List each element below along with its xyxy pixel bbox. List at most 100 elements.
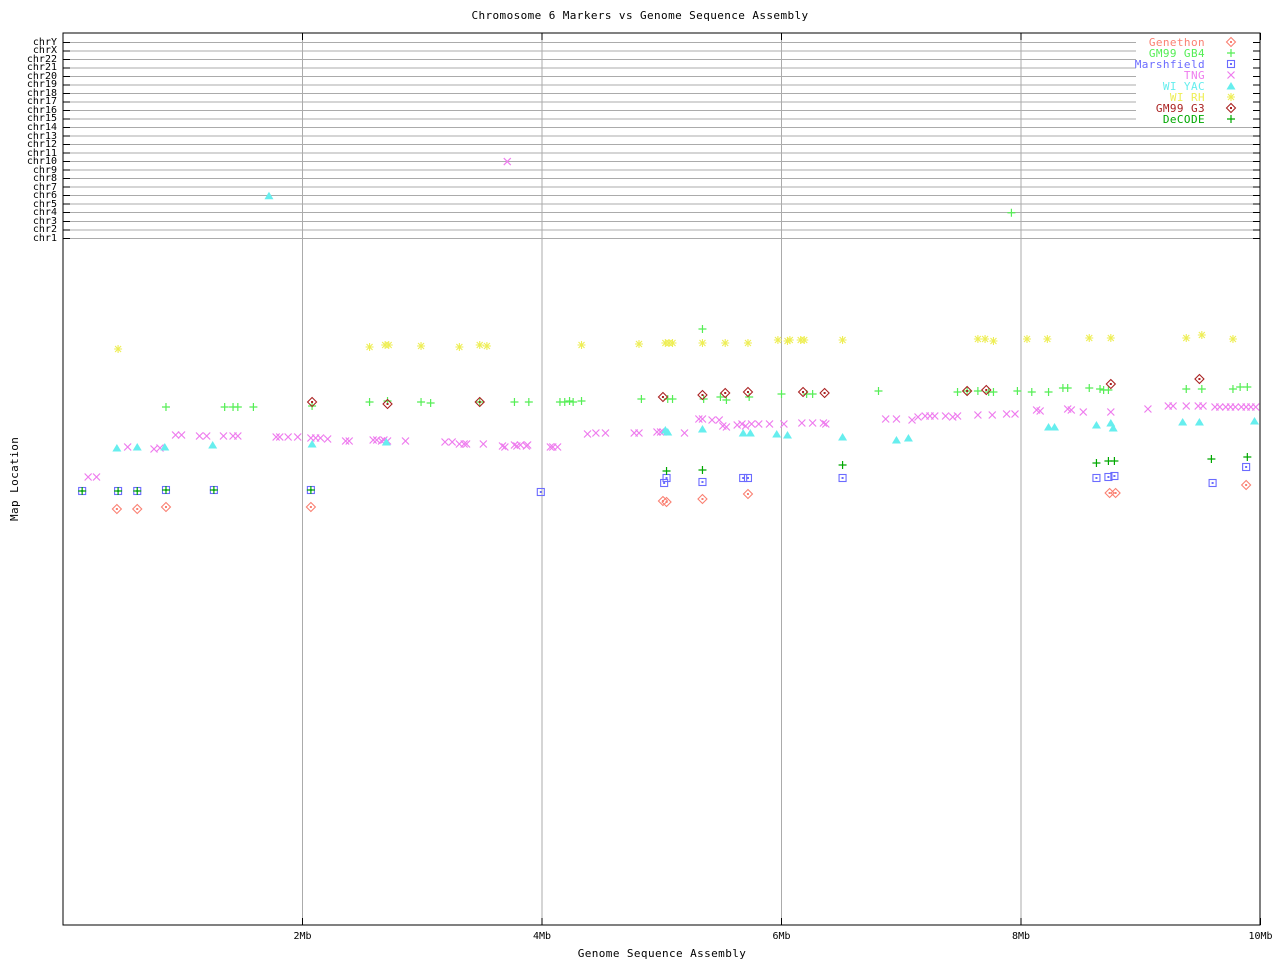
point-marshfield <box>698 477 707 487</box>
point-decode <box>209 485 219 495</box>
point-tng <box>973 410 982 420</box>
y-tick-label-chr16: chr16 <box>26 104 57 116</box>
point-wi-yac <box>307 440 317 448</box>
y-tick-label-chr11: chr11 <box>26 147 57 159</box>
point-genethon <box>1110 487 1121 499</box>
point-wi-rh <box>1042 334 1052 344</box>
point-gm99-gb4 <box>1242 382 1252 392</box>
point-gm99-gb4 <box>1063 383 1073 393</box>
point-tng <box>510 440 519 450</box>
point-gm99-gb4 <box>364 397 375 407</box>
point-marshfield <box>739 473 748 483</box>
point-tng <box>1251 402 1260 412</box>
point-gm99-gb4-chr4 <box>1006 208 1017 218</box>
point-gm99-gb4 <box>1012 386 1023 396</box>
point-gm99-g3 <box>720 387 731 399</box>
point-gm99-gb4 <box>776 389 787 399</box>
point-tng <box>707 415 717 425</box>
point-tng <box>930 411 939 421</box>
point-tng <box>694 414 703 424</box>
point-tng <box>652 427 662 437</box>
point-genethon <box>697 493 708 505</box>
y-tick-label-chr15: chr15 <box>26 113 57 125</box>
point-gm99-gb4 <box>416 397 426 407</box>
point-decode <box>1091 458 1102 468</box>
point-marshfield <box>660 478 669 488</box>
point-gm99-g3 <box>657 391 668 403</box>
point-gm99-gb4 <box>667 394 678 404</box>
point-wi-rh <box>454 342 464 352</box>
legend-label-gm99-gb4: GM99 GB4 <box>1149 47 1205 60</box>
point-tng <box>341 436 350 446</box>
point-tng <box>1106 407 1115 417</box>
y-tick-label-chr6: chr6 <box>32 190 57 202</box>
point-decode <box>132 486 142 496</box>
point-tng <box>948 412 957 422</box>
point-wi-yac <box>1250 417 1260 425</box>
legend-label-gm99-g3: GM99 G3 <box>1156 102 1205 115</box>
point-wi-rh <box>1084 333 1094 343</box>
point-tng <box>583 429 592 439</box>
point-wi-rh <box>799 335 809 345</box>
point-genethon <box>160 501 172 513</box>
y-tick-label-chr3: chr3 <box>32 215 57 227</box>
point-gm99-gb4 <box>697 324 708 334</box>
point-wi-rh <box>365 342 375 352</box>
point-wi-rh <box>1022 334 1032 344</box>
point-decode <box>837 460 848 470</box>
point-wi-rh <box>1197 330 1207 340</box>
point-wi-rh <box>416 341 426 351</box>
legend-label-genethon: Genethon <box>1149 36 1205 49</box>
point-wi-rh <box>785 335 795 345</box>
point-tng <box>275 432 284 442</box>
point-tng <box>284 432 293 442</box>
point-genethon <box>132 503 143 515</box>
y-tick-label-chr10: chr10 <box>26 156 57 168</box>
point-tng <box>698 414 707 424</box>
point-gm99-gb4 <box>808 389 818 399</box>
point-tng <box>733 420 742 430</box>
point-gm99-g3 <box>981 384 992 396</box>
y-tick-label-chr2: chr2 <box>32 224 57 236</box>
point-tng <box>401 436 410 446</box>
point-wi-rh <box>1106 333 1116 343</box>
point-tng <box>345 436 354 446</box>
point-tng <box>92 472 101 482</box>
point-tng <box>1079 407 1088 417</box>
point-wi-yac <box>1050 423 1060 431</box>
legend-background <box>1136 36 1258 127</box>
point-tng <box>634 428 644 438</box>
point-gm99-gb4 <box>1235 382 1245 392</box>
point-marshfield <box>1242 462 1251 472</box>
point-tng <box>202 431 211 441</box>
point-tng <box>819 418 828 428</box>
point-tng <box>741 421 750 431</box>
point-wi-rh <box>988 336 999 346</box>
point-gm99-gb4 <box>636 394 646 404</box>
point-gm99-gb4 <box>952 387 963 397</box>
point-tng <box>448 437 457 447</box>
point-tng <box>293 432 302 442</box>
point-decode <box>697 465 708 475</box>
point-gm99-gb4 <box>1084 383 1094 393</box>
point-marshfield <box>1208 478 1217 488</box>
point-tng <box>195 431 204 441</box>
point-tng <box>715 415 724 425</box>
y-tick-label-chr1: chr1 <box>32 232 57 244</box>
point-gm99-gb4 <box>426 398 436 408</box>
point-genethon <box>1104 487 1115 499</box>
point-gm99-gb4 <box>1103 385 1114 395</box>
point-tng <box>1168 401 1178 411</box>
point-gm99-gb4 <box>568 397 578 407</box>
point-tng <box>601 428 610 438</box>
point-wi-yac <box>1091 421 1101 429</box>
point-marshfield <box>838 473 847 483</box>
point-gm99-gb4 <box>220 402 230 412</box>
point-wi-yac <box>891 436 901 444</box>
y-tick-label-chr22: chr22 <box>26 53 57 65</box>
point-tng <box>553 442 562 452</box>
point-wi-yac <box>132 443 142 451</box>
y-tick-label-chr19: chr19 <box>26 79 57 91</box>
y-tick-label-chr8: chr8 <box>32 173 57 185</box>
x-tick-label-2Mb: 2Mb <box>293 931 312 942</box>
